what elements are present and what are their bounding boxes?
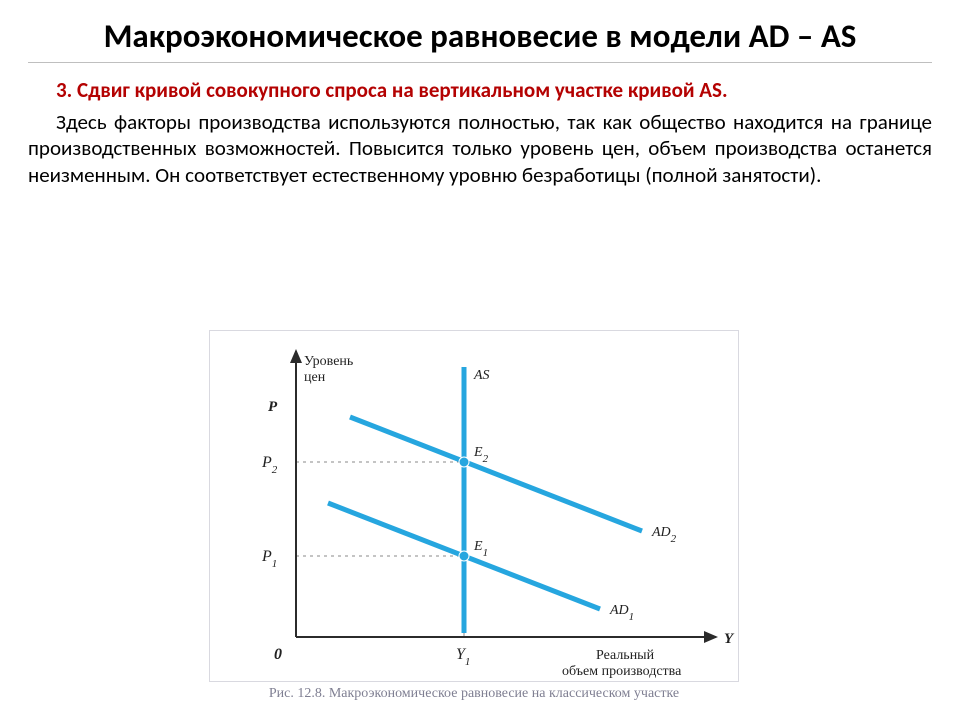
svg-text:AS: AS — [473, 368, 490, 383]
svg-text:P: P — [268, 399, 278, 415]
svg-text:цен: цен — [304, 370, 326, 385]
figure-caption: Рис. 12.8. Макроэкономическое равновесие… — [209, 686, 739, 702]
svg-text:объем производства: объем производства — [562, 664, 682, 679]
svg-text:AD1: AD1 — [609, 603, 634, 623]
svg-text:E2: E2 — [473, 445, 489, 465]
svg-text:Y: Y — [724, 631, 735, 647]
ad-as-chart: AS AD1 AD2 E2 E1 P2 P1 Уровеньцен P 0 Y1 Реальныйоб… — [209, 330, 739, 682]
svg-text:AD2: AD2 — [651, 525, 677, 545]
slide: Макроэкономическое равновесие в модели A… — [0, 0, 960, 720]
svg-text:Реальный: Реальный — [596, 648, 655, 663]
body-text: Здесь факторы производства используются … — [28, 109, 932, 188]
svg-text:0: 0 — [274, 646, 282, 663]
svg-text:P2: P2 — [261, 454, 278, 476]
svg-text:E1: E1 — [473, 539, 488, 559]
subtitle: 3. Сдвиг кривой совокупного спроса на ве… — [28, 77, 932, 103]
svg-text:P1: P1 — [261, 548, 277, 570]
page-title: Макроэкономическое равновесие в модели A… — [28, 18, 932, 63]
svg-text:Уровень: Уровень — [304, 354, 353, 369]
svg-text:Y1: Y1 — [456, 646, 470, 668]
